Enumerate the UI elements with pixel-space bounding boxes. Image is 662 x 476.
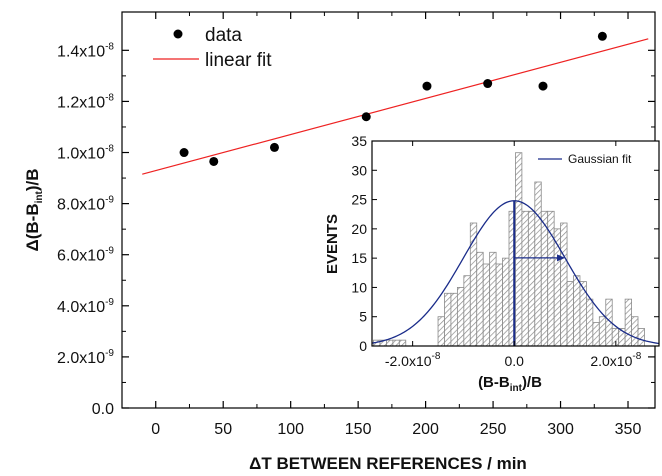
inset-y-tick-label: 10: [351, 279, 367, 295]
main-y-tick-label: 6.0x10-9: [57, 246, 114, 265]
histogram-bar: [521, 210, 529, 347]
histogram-bar: [489, 251, 497, 347]
inset-y-tick-label: 35: [351, 133, 367, 149]
data-point: [361, 112, 371, 122]
main-legend: data linear fit: [153, 25, 272, 71]
main-x-tick-label: 0: [151, 421, 160, 438]
main-y-tick-label: 1.2x10-8: [57, 92, 114, 111]
histogram-bar: [398, 339, 407, 347]
legend-data-label: data: [205, 25, 242, 46]
histogram-bar: [637, 328, 645, 347]
data-point: [269, 142, 279, 152]
main-y-axis-label: Δ(B-Bint)/B: [23, 169, 45, 252]
main-y-tick-label: 8.0x10-9: [57, 195, 114, 214]
inset-x-tick-label: -2.0x10-8: [385, 351, 441, 369]
histogram-bar: [560, 222, 568, 347]
main-x-tick-label: 250: [480, 421, 507, 438]
histogram-bar: [502, 257, 510, 347]
sigma-arrowhead: [557, 254, 566, 262]
inset-x-tick-label: 2.0x10-8: [590, 351, 641, 369]
main-x-ticks: 0 50 100 150 200 250 300 350: [151, 12, 641, 438]
main-y-tick-label: 0.0: [92, 401, 114, 418]
inset-x-ticks: -2.0x10-8 0.0 2.0x10-8: [385, 141, 642, 369]
histogram-bar: [534, 181, 542, 347]
histogram-bar: [624, 298, 632, 347]
main-y-ticks: 0.0 2.0x10-9 4.0x10-9 6.0x10-9 8.0x10-9 1.0x1…: [57, 41, 655, 418]
main-x-axis-label: ΔT BETWEEN REFERENCES / min: [249, 454, 527, 473]
histogram-bar: [540, 210, 549, 347]
main-x-tick-label: 350: [615, 421, 642, 438]
histogram-bar: [450, 292, 458, 347]
inset-x-axis-label: (B-Bint)/B: [478, 374, 542, 394]
histogram-bar: [631, 316, 639, 347]
histogram-bar: [553, 228, 562, 347]
main-y-tick-label: 2.0x10-9: [57, 348, 114, 367]
histogram-bar: [598, 316, 607, 347]
inset-bars: [373, 152, 645, 347]
histogram-bar: [515, 152, 523, 347]
main-x-tick-label: 50: [214, 421, 232, 438]
histogram-bar: [463, 275, 471, 347]
histogram-bar: [456, 287, 465, 347]
main-y-tick-label: 4.0x10-9: [57, 297, 114, 316]
inset-x-tick-label: 0.0: [504, 353, 524, 369]
histogram-bar: [573, 275, 581, 347]
gaussian-fit-curve: [371, 200, 660, 345]
inset-y-tick-label: 25: [351, 192, 367, 208]
data-point: [209, 156, 219, 166]
histogram-bar: [482, 263, 491, 347]
histogram-bar: [566, 281, 574, 347]
histogram-bar: [592, 322, 600, 347]
inset-y-tick-label: 15: [351, 250, 367, 266]
inset-y-tick-label: 0: [359, 338, 367, 354]
main-x-tick-label: 150: [345, 421, 372, 438]
inset-y-tick-label: 5: [359, 309, 367, 325]
main-x-tick-label: 100: [277, 421, 304, 438]
histogram-bar: [386, 339, 394, 347]
data-point: [422, 81, 432, 91]
main-x-tick-label: 300: [547, 421, 574, 438]
main-x-tick-label: 200: [412, 421, 439, 438]
inset-legend: Gaussian fit: [538, 152, 632, 166]
inset-y-axis-label: EVENTS: [324, 214, 341, 274]
data-point: [597, 31, 607, 41]
data-point: [538, 81, 548, 91]
data-points: [179, 31, 607, 166]
legend-data-marker: [173, 29, 183, 39]
linear-fit-line: [142, 38, 649, 175]
histogram-bar: [476, 251, 484, 347]
main-y-tick-label: 1.0x10-8: [57, 144, 114, 163]
main-y-tick-label: 1.4x10-8: [57, 41, 114, 60]
inset-plot-frame: [371, 140, 660, 347]
inset-y-tick-label: 30: [351, 162, 367, 178]
histogram-bar: [586, 298, 594, 347]
inset-legend-label: Gaussian fit: [568, 152, 632, 166]
inset-histogram: 0 5 10 15 20 25 30 35 -2.0x10-8 0.0 2.0x10-8 EVEN…: [324, 133, 660, 394]
histogram-bar: [495, 263, 503, 347]
histogram-bar: [527, 210, 536, 347]
histogram-bar: [437, 316, 445, 347]
legend-fit-label: linear fit: [205, 50, 272, 71]
histogram-bar: [392, 339, 400, 347]
data-point: [179, 148, 189, 158]
histogram-bar: [444, 292, 452, 347]
inset-y-tick-label: 20: [351, 221, 367, 237]
data-point: [483, 79, 493, 89]
inset-y-ticks: 0 5 10 15 20 25 30 35: [351, 133, 659, 354]
